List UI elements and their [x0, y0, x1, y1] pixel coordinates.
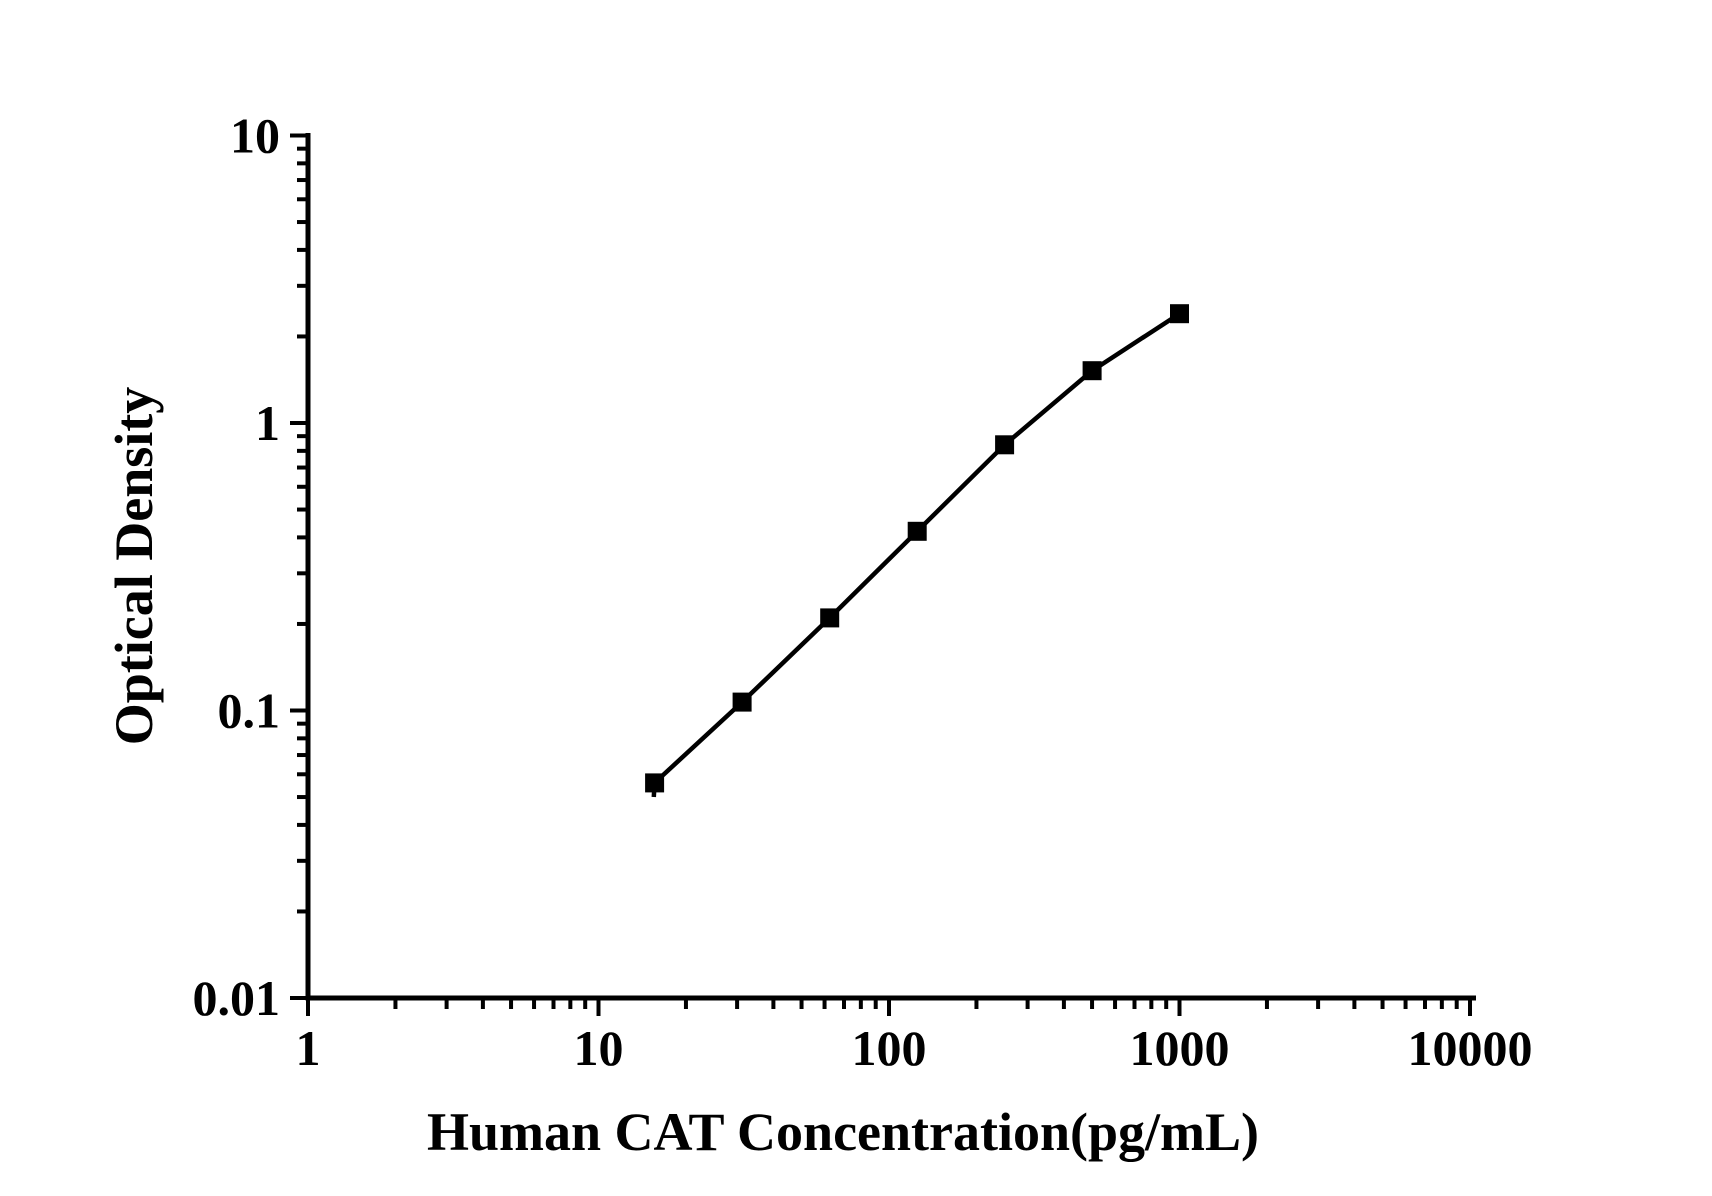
y-axis-title: Optical Density: [104, 387, 164, 746]
data-point-marker: [907, 521, 927, 541]
x-tick-label: 10: [574, 1020, 624, 1076]
x-tick-label: 100: [852, 1020, 927, 1076]
x-tick-label: 10000: [1408, 1020, 1533, 1076]
data-point-marker: [995, 435, 1015, 455]
data-point-marker: [820, 608, 840, 628]
data-point-marker: [1082, 361, 1102, 381]
data-point-marker: [645, 773, 665, 793]
x-tick-label: 1: [296, 1020, 321, 1076]
data-point-marker: [1170, 304, 1189, 324]
plot-area: 1 10 100 1000 10000 10 1 0.1 0.01: [193, 108, 1533, 1077]
x-tick-label: 1000: [1130, 1020, 1230, 1076]
y-tick-label: 10: [230, 108, 280, 164]
data-point-marker: [732, 692, 752, 712]
standard-curve-line: [651, 311, 1181, 798]
y-tick-label: 0.01: [193, 970, 281, 1026]
y-tick-label: 1: [255, 395, 280, 451]
y-tick-label: 0.1: [218, 683, 281, 739]
x-axis-title: Human CAT Concentration(pg/mL): [427, 1102, 1259, 1162]
